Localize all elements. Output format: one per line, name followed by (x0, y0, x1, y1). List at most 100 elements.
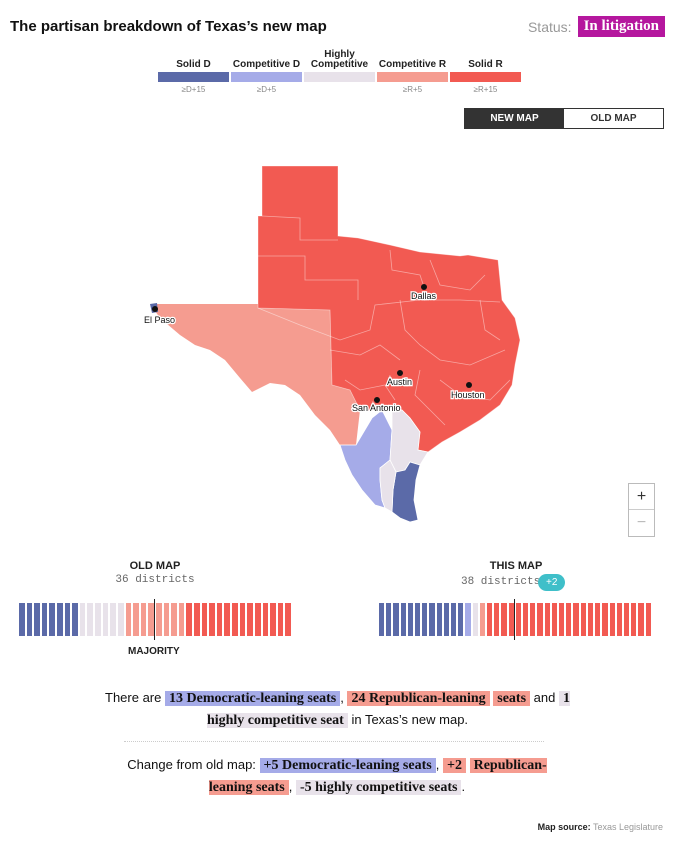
header: The partisan breakdown of Texas’s new ma… (10, 16, 665, 38)
legend-item-competitive-r: Competitive R ≥R+5 (377, 48, 448, 95)
seat-solid-r (186, 603, 193, 636)
seat-solid-d (436, 603, 442, 636)
seat-solid-r (530, 603, 536, 636)
zoom-out-button[interactable]: − (636, 514, 647, 531)
seat-solid-r (580, 603, 586, 636)
seat-solid-r (487, 603, 493, 636)
seat-solid-d (415, 603, 421, 636)
old-map-title: OLD MAP (129, 560, 181, 572)
legend-threshold: ≥D+15 (181, 85, 206, 94)
old-map-majority-line (154, 599, 155, 640)
district-valley-competitive (379, 459, 397, 513)
seat-solid-r (239, 603, 246, 636)
new-map-button[interactable]: NEW MAP (465, 109, 564, 128)
seat-solid-d (400, 603, 406, 636)
seat-solid-r (645, 603, 651, 636)
seat-solid-r (285, 603, 291, 636)
seat-solid-r (232, 603, 238, 636)
seat-solid-r (544, 603, 550, 636)
seat-solid-r (566, 603, 572, 636)
seat-competitive-r (155, 603, 162, 636)
this-map-seat-strip (379, 603, 651, 636)
seat-solid-d (34, 603, 40, 636)
seat-highly-competitive (117, 603, 124, 636)
seat-solid-r (537, 603, 543, 636)
seat-competitive-r (171, 603, 177, 636)
summary-suffix: in Texas’s new map. (351, 712, 469, 727)
seat-solid-r (270, 603, 276, 636)
seat-solid-d (386, 603, 392, 636)
seat-solid-r (194, 603, 200, 636)
seat-competitive-r (178, 603, 185, 636)
seat-solid-d (443, 603, 450, 636)
seat-solid-r (638, 603, 644, 636)
seat-competitive-d (465, 603, 471, 636)
seat-solid-r (508, 603, 514, 636)
old-map-districts: 36 districts (115, 574, 195, 586)
seat-solid-d (64, 603, 71, 636)
district-panhandle-central (257, 165, 521, 453)
status-label: Status: (527, 18, 572, 35)
change-dem-seats: +5 Democratic-leaning seats (259, 758, 436, 773)
seat-solid-r (602, 603, 608, 636)
legend-threshold: ≥D+5 (256, 85, 277, 94)
zoom-in-button[interactable]: + (629, 484, 654, 510)
majority-label: MAJORITY (128, 646, 180, 657)
seat-highly-competitive (102, 603, 109, 636)
seat-solid-r (523, 603, 529, 636)
seat-solid-r (595, 603, 601, 636)
seat-competitive-r (125, 603, 132, 636)
seat-solid-r (551, 603, 558, 636)
map-districts[interactable] (150, 165, 521, 453)
status-badge: In litigation (577, 16, 665, 37)
seat-solid-d (422, 603, 428, 636)
seat-solid-d (429, 603, 435, 636)
old-map-seat-strip (19, 603, 291, 636)
city-label-houston: Houston (451, 390, 485, 400)
old-map-button[interactable]: OLD MAP (564, 109, 663, 128)
seat-solid-d (458, 603, 464, 636)
change-comma: , (435, 757, 440, 772)
seat-solid-r (254, 603, 261, 636)
city-label-el-paso: El Paso (144, 315, 175, 325)
seat-solid-r (216, 603, 223, 636)
status: Status: In litigation (528, 16, 665, 37)
seat-solid-d (19, 603, 25, 636)
legend: Solid D ≥D+15 Competitive D ≥D+5 Highly … (158, 48, 523, 95)
summary-comma: , (340, 690, 344, 705)
legend-threshold: ≥R+5 (402, 85, 423, 94)
seat-solid-r (277, 603, 284, 636)
change-prefix: Change from old map: (127, 757, 256, 772)
legend-label: Competitive D (232, 59, 301, 70)
this-map-majority-line (514, 599, 515, 640)
seat-solid-r (224, 603, 231, 636)
seat-competitive-r (479, 603, 486, 636)
seat-solid-d (379, 603, 385, 636)
legend-item-highly-competitive: Highly Competitive (304, 48, 375, 95)
legend-label: Solid R (468, 59, 503, 70)
legend-label: Competitive R (378, 59, 447, 70)
legend-item-solid-d: Solid D ≥D+15 (158, 48, 229, 95)
seat-highly-competitive (110, 603, 116, 636)
summary-current: There are 13 Democratic-leaning seats, 2… (100, 687, 575, 731)
summary-prefix: There are (105, 690, 162, 705)
seat-solid-r (209, 603, 215, 636)
city-label-san-antonio: San Antonio (352, 403, 401, 413)
seat-competitive-r (148, 603, 154, 636)
seat-solid-r (573, 603, 579, 636)
legend-swatch (377, 72, 448, 82)
this-map-title: THIS MAP (489, 560, 543, 572)
divider (124, 741, 544, 742)
seat-solid-r (587, 603, 594, 636)
seat-solid-r (631, 603, 637, 636)
seat-solid-r (616, 603, 622, 636)
zoom-control: + − (628, 483, 655, 537)
seat-solid-r (247, 603, 253, 636)
summary-dem-seats: 13 Democratic-leaning seats (165, 691, 341, 706)
legend-swatch (304, 72, 375, 82)
seat-solid-d (41, 603, 48, 636)
texas-map[interactable]: Dallas El Paso Austin Houston San Antoni… (0, 150, 675, 540)
source-value: Texas Legislature (592, 822, 663, 832)
seat-solid-d (49, 603, 56, 636)
seat-solid-r (494, 603, 500, 636)
